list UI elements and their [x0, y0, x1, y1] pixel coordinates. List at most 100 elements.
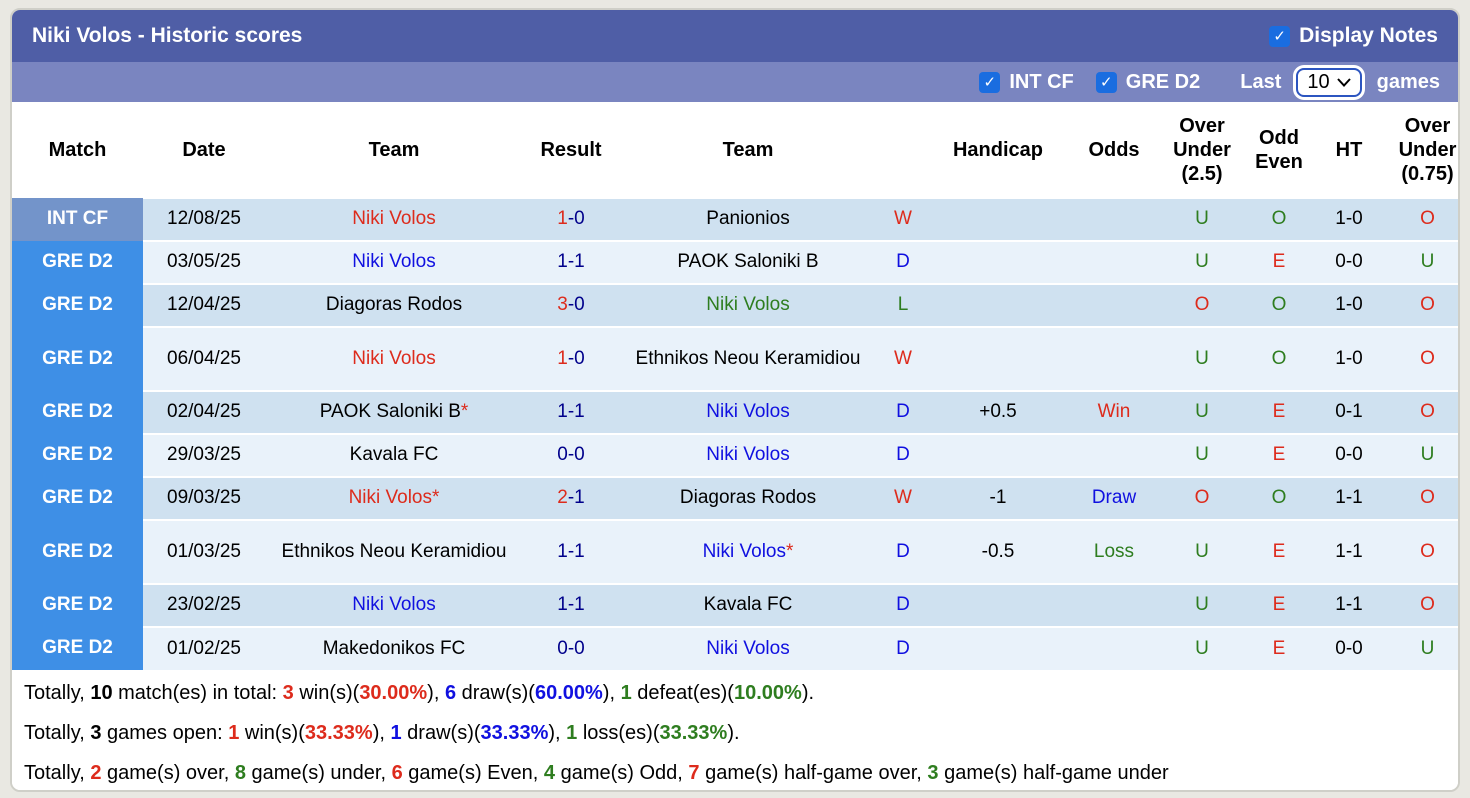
text-segment: 60.00% — [534, 682, 603, 704]
text-segment: 1 — [557, 208, 568, 230]
team-name: Kavala FC — [703, 594, 793, 616]
team-name: PAOK Saloniki B — [677, 251, 819, 273]
cell-over-under-075: U — [1383, 240, 1458, 284]
cell-handicap — [929, 240, 1067, 284]
table-body: INT CF 12/08/25 Niki Volos 1-0 Panionios W U O 1… — [12, 197, 1458, 670]
team-name: Diagoras Rodos — [679, 487, 817, 509]
cell-handicap: -1 — [929, 476, 1067, 520]
cell-over-under-075: O — [1383, 583, 1458, 627]
cell-odd-even: O — [1243, 283, 1315, 327]
cell-odds — [1067, 326, 1161, 391]
cell-home-team: Niki Volos — [265, 583, 523, 627]
text-segment: game(s) Even, — [402, 762, 544, 784]
table-row: GRE D2 09/03/25 Niki Volos* 2-1 Diagoras Rod… — [12, 476, 1458, 520]
summary-line: Totally, 3 games open: 1 win(s)(33.33%),… — [24, 713, 1446, 753]
text-segment: game(s) under, — [245, 762, 392, 784]
cell-league: GRE D2 — [12, 391, 143, 434]
team-name: Niki Volos — [706, 637, 790, 659]
games-label: games — [1376, 70, 1440, 93]
text-segment: 1 — [228, 722, 240, 744]
cell-away-team: Niki Volos — [619, 433, 877, 477]
table-row: GRE D2 29/03/25 Kavala FC 0-0 Niki Volos D U E 0… — [12, 433, 1458, 477]
text-segment: 1 — [557, 347, 568, 369]
cell-over-under-25: U — [1161, 390, 1243, 434]
cell-handicap — [929, 433, 1067, 477]
filter-checkbox-int-cf[interactable]: ✓ — [979, 71, 1001, 93]
filter-group-int-cf: ✓ INT CF — [979, 70, 1074, 94]
text-segment: 1-1 — [557, 540, 585, 562]
text-segment: 33.33% — [659, 722, 728, 744]
cell-ht: 1-1 — [1315, 519, 1383, 584]
games-select[interactable]: 10 — [1296, 67, 1362, 97]
cell-result-letter: D — [877, 583, 929, 627]
cell-over-under-25: U — [1161, 326, 1243, 391]
team-name: Ethnikos Neou Keramidiou — [281, 540, 507, 562]
table-row: GRE D2 02/04/25 PAOK Saloniki B* 1-1 Niki Vo… — [12, 390, 1458, 434]
cell-date: 29/03/25 — [143, 433, 265, 477]
star-marker: * — [786, 540, 794, 562]
cell-home-team: Kavala FC — [265, 433, 523, 477]
cell-result: 0-0 — [523, 626, 619, 670]
cell-ht: 1-1 — [1315, 583, 1383, 627]
cell-result-letter: L — [877, 283, 929, 327]
cell-result-letter: W — [877, 476, 929, 520]
text-segment: 2 — [557, 487, 568, 509]
display-notes-label: Display Notes — [1299, 24, 1438, 47]
text-segment: -1 — [567, 487, 585, 509]
team-name: Panionios — [706, 208, 790, 230]
cell-over-under-075: O — [1383, 476, 1458, 520]
cell-away-team: Niki Volos* — [619, 519, 877, 584]
cell-home-team: Diagoras Rodos — [265, 283, 523, 327]
cell-ht: 1-1 — [1315, 476, 1383, 520]
filter-label-int-cf: INT CF — [1009, 70, 1074, 93]
cell-result: 1-1 — [523, 390, 619, 434]
cell-date: 06/04/25 — [143, 326, 265, 391]
text-segment: 8 — [234, 762, 246, 784]
cell-result: 1-1 — [523, 583, 619, 627]
league-filters: ✓ INT CF ✓ GRE D2 — [957, 71, 1200, 94]
cell-result: 1-1 — [523, 240, 619, 284]
table-row: GRE D2 01/02/25 Makedonikos FC 0-0 Niki Volo… — [12, 626, 1458, 670]
column-header-2: Team — [265, 102, 523, 198]
cell-odd-even: O — [1243, 476, 1315, 520]
text-segment: ), — [602, 682, 621, 704]
cell-ht: 1-0 — [1315, 326, 1383, 391]
cell-result-letter: D — [877, 390, 929, 434]
team-name: Niki Volos — [706, 444, 790, 466]
display-notes-checkbox[interactable]: ✓ — [1269, 25, 1291, 47]
team-name: Makedonikos FC — [322, 637, 466, 659]
text-segment: 1-1 — [557, 401, 585, 423]
text-segment: 0-0 — [557, 637, 585, 659]
table-row: GRE D2 06/04/25 Niki Volos 1-0 Ethnikos Neou… — [12, 326, 1458, 391]
cell-handicap: -0.5 — [929, 519, 1067, 584]
filter-label-gre-d2: GRE D2 — [1125, 70, 1201, 93]
text-segment: 3 — [557, 294, 568, 316]
cell-over-under-075: O — [1383, 197, 1458, 241]
cell-result: 1-1 — [523, 519, 619, 584]
cell-over-under-075: U — [1383, 433, 1458, 477]
column-header-4: Team — [619, 102, 877, 198]
cell-home-team: Niki Volos — [265, 240, 523, 284]
cell-league: GRE D2 — [12, 477, 143, 520]
cell-odd-even: E — [1243, 433, 1315, 477]
column-header-0: Match — [12, 102, 143, 198]
cell-away-team: Niki Volos — [619, 626, 877, 670]
text-segment: 1 — [566, 722, 578, 744]
cell-league: GRE D2 — [12, 434, 143, 477]
cell-result-letter: D — [877, 433, 929, 477]
filter-checkbox-gre-d2[interactable]: ✓ — [1095, 71, 1117, 93]
text-segment: 33.33% — [304, 722, 373, 744]
cell-over-under-25: O — [1161, 476, 1243, 520]
cell-date: 12/08/25 — [143, 197, 265, 241]
team-name: Niki Volos — [348, 487, 432, 509]
cell-league: GRE D2 — [12, 241, 143, 284]
page-title: Niki Volos - Historic scores — [32, 24, 303, 47]
text-segment: 1-1 — [557, 251, 585, 273]
table-header-row: Match Date Team Result Team Handicap Odds Over … — [12, 102, 1458, 198]
cell-over-under-25: U — [1161, 626, 1243, 670]
title-bar: Niki Volos - Historic scores ✓ Display N… — [12, 10, 1458, 62]
cell-ht: 1-0 — [1315, 197, 1383, 241]
cell-league: GRE D2 — [12, 627, 143, 670]
text-segment: win(s)( — [239, 722, 305, 744]
table-row: GRE D2 23/02/25 Niki Volos 1-1 Kavala FC D U E 1… — [12, 583, 1458, 627]
